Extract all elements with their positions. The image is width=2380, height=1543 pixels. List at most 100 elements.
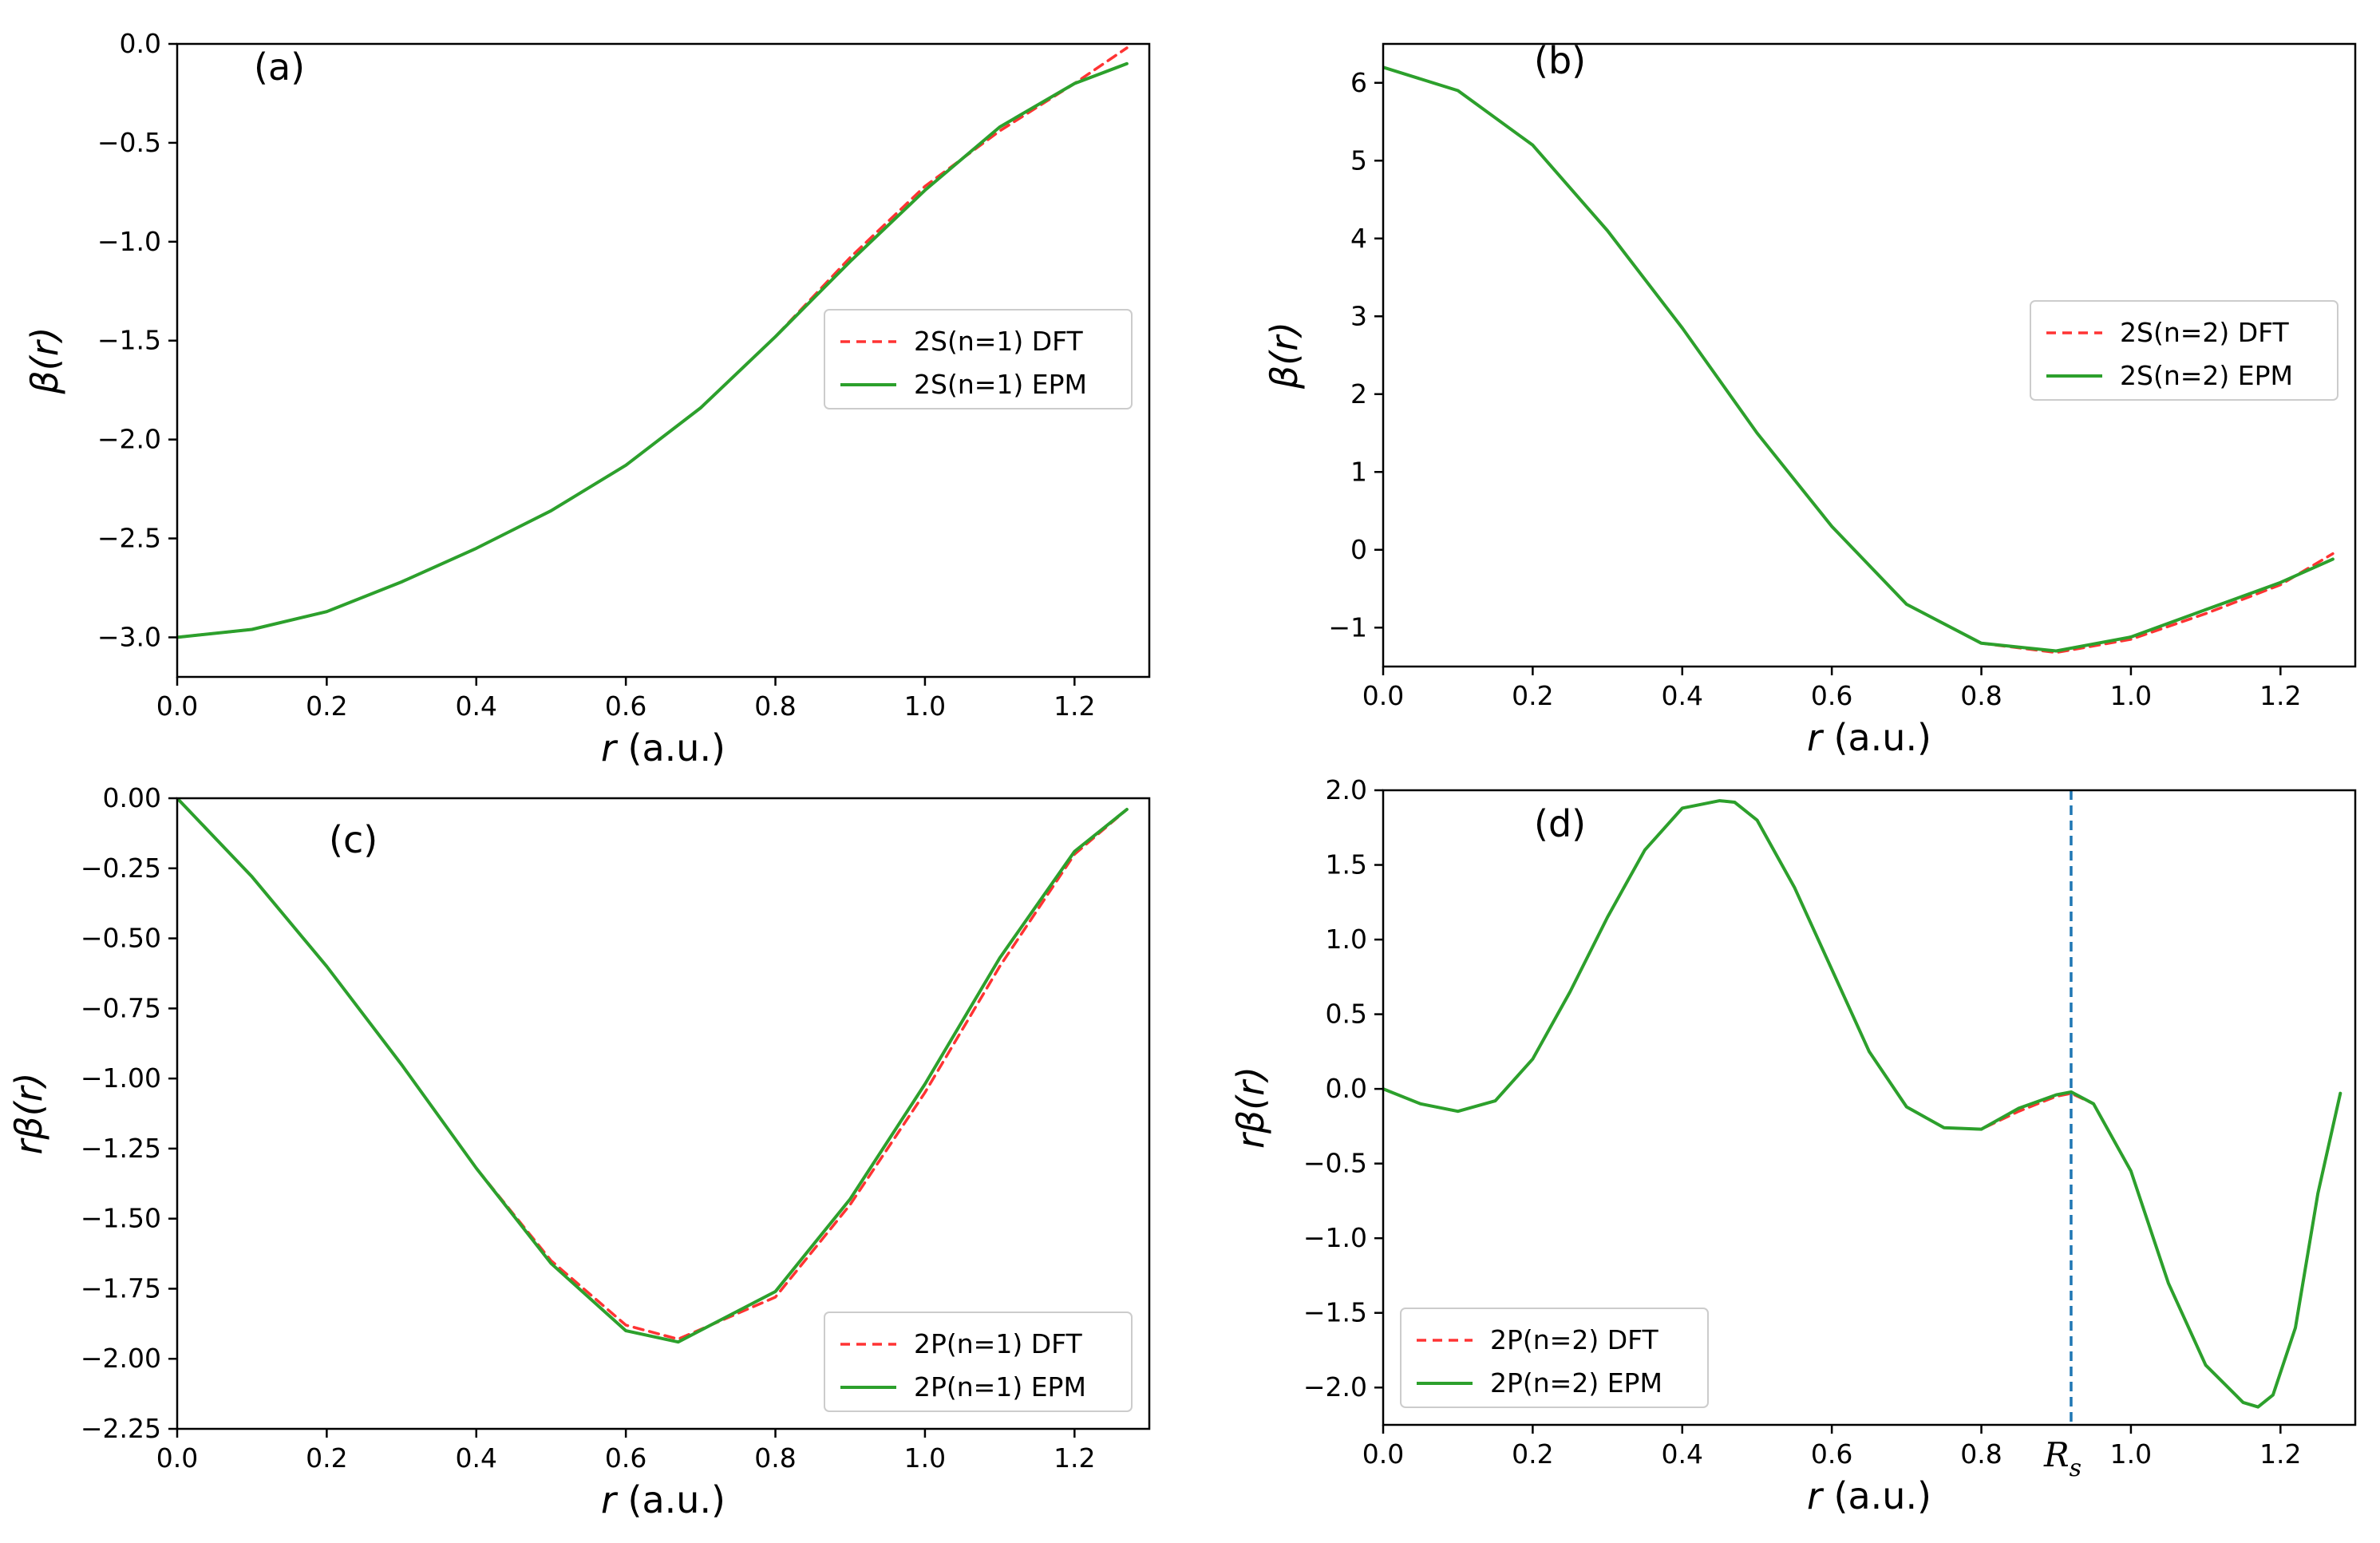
y-tick-label: −0.5 xyxy=(97,127,161,158)
chart-panel-2: 0.0 0.2 0.4 0.6 0.8 1.0 1.2 0.00 −0.25 −0.50 −0.75… xyxy=(7,782,1151,1521)
x-tick-label: 1.0 xyxy=(2110,1438,2152,1470)
y-tick-label: −1.25 xyxy=(81,1133,161,1164)
legend: 2P(n=2) DFT 2P(n=2) EPM xyxy=(1400,1308,1709,1408)
x-tick-label: 1.0 xyxy=(904,690,946,722)
y-tick-label: 4 xyxy=(1350,223,1367,254)
x-tick-label: 0.6 xyxy=(1811,680,1852,711)
y-tick-label: 1 xyxy=(1350,456,1367,487)
y-tick-label: −1.0 xyxy=(97,226,161,257)
legend-label: 2P(n=1) EPM xyxy=(914,1371,1086,1403)
x-tick-label: 0.4 xyxy=(1662,1438,1703,1470)
y-tick-label: −2.0 xyxy=(97,424,161,455)
y-tick-label: 0 xyxy=(1350,534,1367,565)
y-tick-label: −2.5 xyxy=(97,523,161,554)
y-tick-label: 1.0 xyxy=(1326,924,1367,955)
legend-label: 2S(n=2) DFT xyxy=(2120,317,2290,348)
y-tick-label: −0.5 xyxy=(1303,1148,1367,1179)
x-tick-label: 0.0 xyxy=(156,1442,198,1474)
x-tick-label: 0.4 xyxy=(456,690,497,722)
x-tick-label: 0.2 xyxy=(306,690,347,722)
y-axis-label: β(r) xyxy=(23,326,66,394)
legend: 2P(n=1) DFT 2P(n=1) EPM xyxy=(824,1312,1133,1412)
plot-frame xyxy=(1382,42,2357,668)
x-tick-label: 1.2 xyxy=(1054,690,1095,722)
chart-panel-0: 0.0 0.2 0.4 0.6 0.8 1.0 1.2 0.0 −0.5 −1.0 −1.5 −2.0… xyxy=(23,28,1151,770)
x-tick-label: 0.2 xyxy=(306,1442,347,1474)
legend-label: 2S(n=1) DFT xyxy=(914,326,1084,357)
y-tick-label: −0.75 xyxy=(81,992,161,1023)
y-tick-label: −1.50 xyxy=(81,1203,161,1234)
panel-tag: (a) xyxy=(254,45,305,89)
series-line-epm xyxy=(1383,65,2335,653)
x-tick-label: 0.6 xyxy=(1811,1438,1852,1470)
plot-frame xyxy=(176,797,1151,1430)
y-tick-label: −1.00 xyxy=(81,1062,161,1094)
y-tick-label: −1.5 xyxy=(1303,1297,1367,1328)
legend-label: 2P(n=1) DFT xyxy=(914,1328,1083,1359)
x-tick-label: 1.2 xyxy=(2259,1438,2301,1470)
y-tick-label: −1.0 xyxy=(1303,1222,1367,1253)
chart-panel-3: 0.0 0.2 0.4 0.6 0.8 1.0 1.2 2.0 1.5 1.0 0.5 0.0 −0.5… xyxy=(1229,774,2357,1517)
legend-label: 2P(n=2) DFT xyxy=(1490,1324,1659,1355)
panel-tag: (d) xyxy=(1534,802,1586,845)
chart-panel-1: 0.0 0.2 0.4 0.6 0.8 1.0 1.2 6 5 4 3 2 1 0 −1 r (a.u.) β(… xyxy=(1263,39,2357,759)
x-axis-label: r (a.u.) xyxy=(601,726,725,770)
y-axis-label: rβ(r) xyxy=(1229,1066,1272,1149)
y-axis-label: β(r) xyxy=(1263,322,1306,390)
series-line-epm xyxy=(177,798,1129,1344)
x-tick-label: 0.4 xyxy=(1662,680,1703,711)
series-line-epm xyxy=(177,61,1129,639)
x-tick-label: 0.0 xyxy=(156,690,198,722)
x-tick-label: 0.4 xyxy=(456,1442,497,1474)
x-tick-label: 0.8 xyxy=(754,690,796,722)
y-tick-label: −2.25 xyxy=(81,1413,161,1444)
y-tick-label: −0.50 xyxy=(81,923,161,954)
y-tick-label: 5 xyxy=(1350,144,1367,176)
y-tick-label: 1.5 xyxy=(1326,849,1367,880)
y-tick-label: 0.0 xyxy=(1326,1073,1367,1104)
panel-tag: (c) xyxy=(329,818,378,861)
x-tick-label: 0.0 xyxy=(1362,680,1404,711)
y-tick-label: 0.00 xyxy=(103,782,161,813)
legend-label: 2S(n=2) EPM xyxy=(2120,360,2293,391)
legend-label: 2S(n=1) EPM xyxy=(914,369,1087,400)
y-tick-label: 2.0 xyxy=(1326,774,1367,805)
y-tick-label: −0.25 xyxy=(81,853,161,884)
y-tick-label: 0.0 xyxy=(120,28,161,59)
x-tick-label: 0.8 xyxy=(754,1442,796,1474)
y-tick-label: −3.0 xyxy=(97,621,161,652)
legend-box xyxy=(1400,1308,1709,1408)
plot-frame xyxy=(176,42,1151,679)
legend-box xyxy=(824,1312,1133,1412)
plot-frame xyxy=(1382,789,2357,1426)
x-tick-label: 1.0 xyxy=(904,1442,946,1474)
x-tick-label: 1.0 xyxy=(2110,680,2152,711)
y-tick-label: −1 xyxy=(1328,611,1367,643)
series-line-epm xyxy=(1383,799,2342,1409)
y-tick-label: 2 xyxy=(1350,378,1367,409)
x-tick-label: 1.2 xyxy=(2259,680,2301,711)
y-tick-label: −2.0 xyxy=(1303,1371,1367,1403)
x-tick-label: 0.2 xyxy=(1512,680,1553,711)
x-axis-label: r (a.u.) xyxy=(1807,1474,1931,1517)
legend-box xyxy=(2030,300,2338,401)
y-axis-label: rβ(r) xyxy=(7,1072,50,1154)
legend-box xyxy=(824,309,1133,409)
x-tick-label: 0.2 xyxy=(1512,1438,1553,1470)
legend-label: 2P(n=2) EPM xyxy=(1490,1367,1662,1399)
legend: 2S(n=1) DFT 2S(n=1) EPM xyxy=(824,309,1133,409)
x-axis-label: r (a.u.) xyxy=(601,1478,725,1521)
legend: 2S(n=2) DFT 2S(n=2) EPM xyxy=(2030,300,2338,401)
x-tick-label: 0.6 xyxy=(605,690,646,722)
x-axis-label: r (a.u.) xyxy=(1807,716,1931,759)
x-tick-label: 0.6 xyxy=(605,1442,646,1474)
y-tick-label: 0.5 xyxy=(1326,999,1367,1030)
x-tick-label: 0.0 xyxy=(1362,1438,1404,1470)
y-tick-label: −1.75 xyxy=(81,1272,161,1304)
x-tick-label: 0.8 xyxy=(1960,680,2002,711)
y-tick-label: −1.5 xyxy=(97,325,161,356)
y-tick-label: 3 xyxy=(1350,300,1367,331)
panel-tag: (b) xyxy=(1534,39,1586,82)
y-tick-label: 6 xyxy=(1350,67,1367,98)
